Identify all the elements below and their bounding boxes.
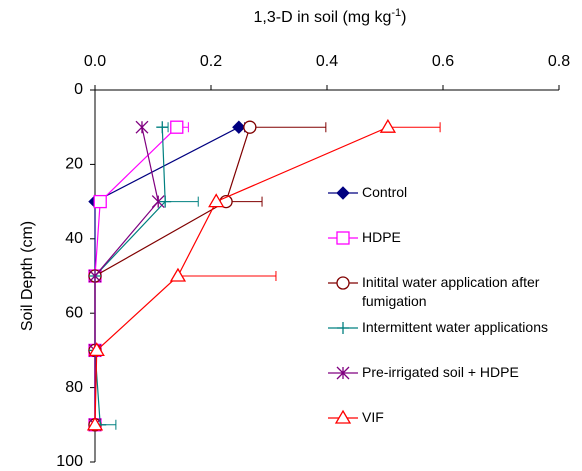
legend-label: Control	[362, 184, 408, 200]
data-point	[379, 118, 397, 133]
x-label-sup: -1	[391, 7, 401, 19]
data-point	[232, 120, 246, 134]
y-tick-label: 40	[65, 230, 83, 247]
legend-marker	[336, 276, 350, 290]
legend-marker	[337, 322, 349, 334]
x-tick-label: 0.6	[432, 53, 454, 70]
error-bar	[387, 122, 441, 133]
data-point	[170, 120, 184, 134]
data-point	[156, 121, 169, 134]
y-tick-label: 0	[74, 81, 83, 98]
data-point	[86, 416, 104, 431]
legend-marker	[336, 231, 350, 245]
data-point	[151, 195, 165, 209]
data-point	[159, 195, 172, 208]
legend-label: Pre-irrigated soil + HDPE	[362, 364, 519, 380]
y-tick-label: 100	[56, 453, 83, 470]
y-tick-label: 60	[65, 304, 83, 321]
x-tick-label: 0.2	[200, 53, 222, 70]
data-point	[135, 120, 149, 134]
x-label-text: 1,3-D in soil (mg kg	[254, 9, 392, 26]
legend-label: HDPE	[362, 229, 401, 245]
legend-label: Initital water application after fumigat…	[362, 274, 540, 309]
series-line	[94, 127, 159, 425]
legend-label: Intermittent water applications	[362, 319, 548, 335]
x-label-end: )	[401, 9, 406, 26]
data-point	[88, 269, 102, 283]
x-axis-label: 1,3-D in soil (mg kg-1)	[254, 7, 407, 26]
y-tick-label: 20	[65, 156, 83, 173]
x-tick-label: 0.8	[548, 53, 570, 70]
data-point	[169, 267, 187, 282]
legend-marker	[336, 366, 350, 380]
legend-label: VIF	[362, 409, 384, 425]
y-axis-label: Soil Depth (cm)	[19, 221, 36, 331]
error-bar	[249, 122, 327, 133]
legend-marker	[336, 186, 350, 200]
data-point	[93, 194, 107, 209]
error-bar	[177, 271, 277, 281]
data-point	[243, 120, 257, 134]
legend-marker	[334, 409, 352, 424]
data-point	[208, 193, 225, 208]
data-point	[88, 342, 105, 357]
x-tick-label: 0.4	[316, 53, 338, 70]
x-tick-label: 0.0	[84, 53, 106, 70]
y-tick-label: 80	[65, 379, 83, 396]
